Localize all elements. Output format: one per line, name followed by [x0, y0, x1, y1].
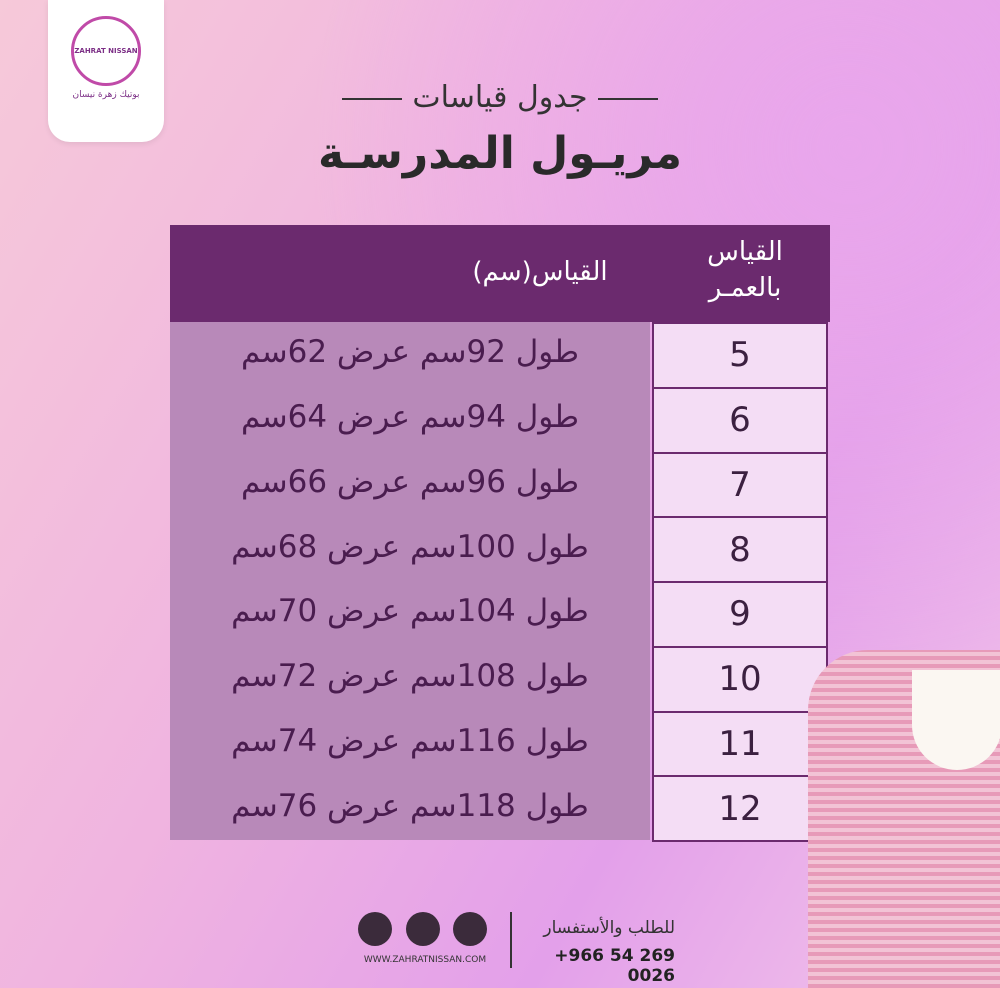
age-header-line: بالعمـر	[708, 273, 782, 303]
age-cell: 11	[652, 710, 828, 778]
age-header-line: القياس	[707, 237, 783, 267]
measure-cell: طول 92سم عرض 62سم	[241, 334, 579, 371]
website[interactable]: WWW.ZAHRATNISSAN.COM	[363, 955, 487, 965]
measure-cell: طول 94سم عرض 64سم	[241, 399, 579, 436]
age-cell: 8	[652, 516, 828, 583]
age-cell: 9	[652, 581, 828, 648]
measure-column	[170, 322, 650, 840]
age-cell: 5	[652, 322, 828, 389]
contact-label: للطلب والأستفسار	[543, 918, 675, 938]
divider	[510, 912, 512, 968]
logo-tagline: بوتيك زهرة نيسان	[72, 90, 140, 100]
tiktok-icon[interactable]	[406, 912, 440, 946]
title: مريـول المدرسـة	[317, 128, 683, 179]
instagram-icon[interactable]	[358, 912, 392, 946]
size-table: القياس(سم) القياس بالعمـر 5 طول 92سم عرض …	[170, 225, 830, 842]
measure-cell: طول 116سم عرض 74سم	[231, 722, 589, 759]
measure-cell: طول 96سم عرض 66سم	[241, 463, 579, 500]
dress-collar	[912, 670, 1000, 770]
measure-header: القياس(سم)	[472, 257, 608, 287]
logo: ZAHRAT NISSAN بوتيك زهرة نيسان	[48, 0, 164, 142]
snapchat-icon[interactable]	[453, 912, 487, 946]
phone[interactable]: +966 54 269 0026	[554, 946, 675, 986]
age-cell: 7	[652, 451, 828, 519]
age-cell: 10	[652, 645, 828, 713]
age-cell: 6	[652, 386, 828, 454]
table-header: القياس(سم) القياس بالعمـر	[170, 225, 830, 322]
measure-cell: طول 100سم عرض 68سم	[231, 528, 589, 565]
measure-cell: طول 104سم عرض 70سم	[231, 593, 589, 630]
age-cell: 12	[652, 775, 828, 842]
logo-brand: ZAHRAT NISSAN	[71, 16, 141, 86]
subtitle: جدول قياسات	[290, 80, 710, 115]
measure-cell: طول 108سم عرض 72سم	[231, 658, 589, 695]
measure-cell: طول 118سم عرض 76سم	[231, 787, 589, 824]
